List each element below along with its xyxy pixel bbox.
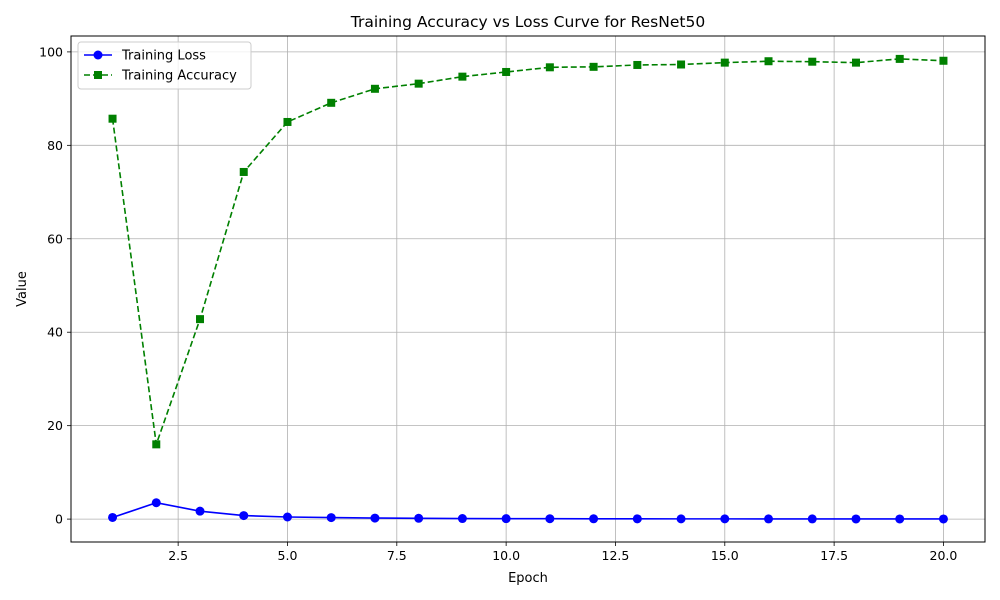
legend-label: Training Accuracy bbox=[121, 69, 237, 84]
training-loss-point bbox=[807, 514, 817, 524]
training-loss-point bbox=[851, 514, 861, 524]
training-accuracy-point bbox=[851, 58, 860, 67]
chart-title: Training Accuracy vs Loss Curve for ResN… bbox=[350, 13, 705, 31]
training-accuracy-point bbox=[677, 60, 686, 69]
training-accuracy-point bbox=[633, 60, 642, 69]
training-loss-point bbox=[501, 514, 511, 524]
plot-frame bbox=[70, 35, 986, 543]
training-loss-point bbox=[370, 513, 380, 523]
training-accuracy-point bbox=[545, 63, 554, 72]
training-accuracy-point bbox=[939, 56, 948, 65]
training-loss-point bbox=[720, 514, 730, 524]
training-accuracy-point bbox=[808, 57, 817, 66]
training-accuracy-point bbox=[895, 54, 904, 63]
legend-box bbox=[77, 41, 252, 90]
training-accuracy-point bbox=[458, 72, 467, 81]
training-loss-point bbox=[414, 513, 424, 523]
x-tick-label: 2.5 bbox=[168, 548, 188, 563]
legend-item-training-loss: Training Loss bbox=[84, 49, 206, 64]
training-accuracy-point bbox=[370, 84, 379, 93]
training-accuracy-point bbox=[327, 98, 336, 107]
x-tick-label: 7.5 bbox=[387, 548, 407, 563]
training-accuracy-point bbox=[414, 79, 423, 88]
training-loss-point bbox=[151, 498, 161, 508]
x-tick-label: 12.5 bbox=[602, 548, 630, 563]
training-accuracy-point bbox=[502, 67, 511, 76]
y-tick-label: 0 bbox=[55, 512, 63, 527]
training-loss-point bbox=[108, 512, 118, 522]
training-loss-point bbox=[938, 514, 948, 524]
x-axis-label: Epoch bbox=[508, 571, 548, 586]
series-layer bbox=[108, 54, 948, 524]
y-tick-label: 100 bbox=[39, 44, 63, 59]
y-tick-label: 60 bbox=[47, 231, 63, 246]
legend-entries: Training Loss Training Accuracy bbox=[84, 49, 237, 84]
legend-swatch-marker bbox=[94, 71, 102, 79]
training-loss-point bbox=[632, 514, 642, 524]
x-tick-label: 10.0 bbox=[492, 548, 520, 563]
x-tick-label: 20.0 bbox=[930, 548, 958, 563]
training-loss-point bbox=[195, 506, 205, 516]
y-axis-ticks: 0 20 40 60 80 100 bbox=[39, 44, 71, 527]
training-loss-line bbox=[112, 501, 944, 520]
training-accuracy-point bbox=[283, 117, 292, 126]
x-tick-label: 15.0 bbox=[711, 548, 739, 563]
training-loss-point bbox=[457, 514, 467, 524]
training-accuracy-point bbox=[720, 58, 729, 67]
grid bbox=[71, 36, 985, 542]
training-accuracy-series bbox=[108, 54, 948, 449]
training-accuracy-point bbox=[239, 167, 248, 176]
training-loss-point bbox=[764, 514, 774, 524]
training-accuracy-point bbox=[764, 57, 773, 66]
training-accuracy-point bbox=[589, 62, 598, 71]
training-loss-point bbox=[676, 514, 686, 524]
y-tick-label: 40 bbox=[47, 325, 63, 340]
x-axis-ticks: 2.5 5.0 7.5 10.0 12.5 15.0 17.5 20.0 bbox=[168, 542, 957, 563]
training-accuracy-point bbox=[108, 114, 117, 123]
training-loss-point bbox=[895, 514, 905, 524]
training-accuracy-point bbox=[152, 440, 161, 449]
x-tick-label: 17.5 bbox=[820, 548, 848, 563]
legend-label: Training Loss bbox=[121, 49, 206, 64]
plot-area bbox=[71, 36, 985, 542]
training-accuracy-point bbox=[196, 315, 205, 324]
training-loss-point bbox=[545, 514, 555, 524]
training-loss-point bbox=[326, 513, 336, 523]
training-loss-point bbox=[589, 514, 599, 524]
legend: Training Loss Training Accuracy bbox=[77, 41, 252, 90]
training-loss-point bbox=[282, 512, 292, 522]
x-tick-label: 5.0 bbox=[278, 548, 298, 563]
training-loss-point bbox=[239, 511, 249, 521]
training-loss-series bbox=[108, 498, 948, 524]
y-axis-label: Value bbox=[15, 271, 30, 307]
training-accuracy-line bbox=[111, 58, 944, 445]
legend-swatch-marker bbox=[93, 50, 103, 60]
y-tick-label: 80 bbox=[47, 138, 63, 153]
legend-item-training-accuracy: Training Accuracy bbox=[84, 69, 237, 84]
y-tick-label: 20 bbox=[47, 418, 63, 433]
